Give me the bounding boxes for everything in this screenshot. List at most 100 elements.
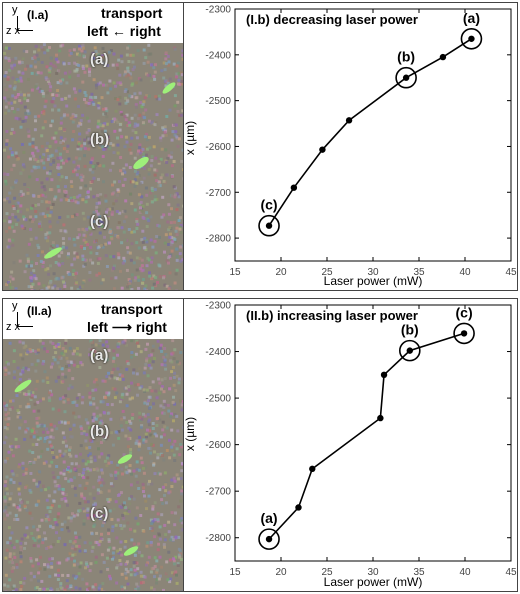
noise-speckle xyxy=(54,344,58,348)
noise-speckle xyxy=(101,379,105,383)
noise-speckle xyxy=(161,126,165,130)
noise-speckle xyxy=(82,468,86,471)
noise-speckle xyxy=(145,202,149,206)
noise-speckle xyxy=(59,152,62,156)
noise-speckle xyxy=(57,146,61,150)
noise-speckle xyxy=(30,428,34,432)
noise-speckle xyxy=(132,469,136,473)
noise-speckle xyxy=(21,370,25,374)
noise-speckle xyxy=(162,61,166,65)
noise-speckle xyxy=(135,372,139,376)
y-tick-label: -2400 xyxy=(205,347,231,358)
noise-speckle xyxy=(8,552,12,556)
noise-speckle xyxy=(85,562,89,566)
noise-speckle xyxy=(103,129,107,133)
noise-speckle xyxy=(181,53,183,57)
noise-speckle xyxy=(163,241,167,245)
noise-speckle xyxy=(57,487,61,491)
noise-speckle xyxy=(116,236,120,240)
noise-speckle xyxy=(54,65,58,69)
noise-speckle xyxy=(120,506,124,509)
noise-speckle xyxy=(165,115,169,118)
data-point xyxy=(290,184,298,191)
noise-speckle xyxy=(71,272,75,276)
noise-speckle xyxy=(91,343,94,347)
noise-speckle xyxy=(175,72,179,76)
noise-speckle xyxy=(21,168,25,172)
noise-speckle xyxy=(56,81,60,85)
noise-speckle xyxy=(86,195,90,199)
noise-speckle xyxy=(177,78,181,82)
noise-speckle xyxy=(176,429,180,433)
noise-speckle xyxy=(86,516,90,520)
noise-speckle xyxy=(48,46,51,50)
noise-speckle xyxy=(178,453,182,457)
data-point xyxy=(439,53,447,61)
noise-speckle xyxy=(59,582,63,586)
noise-speckle xyxy=(7,371,11,375)
noise-speckle xyxy=(66,256,70,260)
y-tick-label: -2700 xyxy=(205,188,231,199)
noise-speckle xyxy=(150,63,154,67)
noise-speckle xyxy=(77,63,81,67)
noise-speckle xyxy=(91,165,95,169)
noise-speckle xyxy=(19,549,23,553)
noise-speckle xyxy=(104,199,108,203)
noise-speckle xyxy=(130,202,134,206)
noise-speckle xyxy=(129,151,133,155)
noise-speckle xyxy=(19,541,23,545)
noise-speckle xyxy=(7,59,11,63)
noise-speckle xyxy=(24,67,28,71)
x-tick-label: 30 xyxy=(367,267,379,278)
noise-speckle xyxy=(43,370,47,374)
noise-speckle xyxy=(38,224,42,228)
noise-speckle xyxy=(84,418,88,422)
noise-speckle xyxy=(124,199,128,203)
noise-speckle xyxy=(129,142,133,146)
noise-speckle xyxy=(140,209,144,213)
noise-speckle xyxy=(88,187,92,191)
noise-speckle xyxy=(173,238,177,242)
noise-speckle xyxy=(172,453,176,457)
noise-speckle xyxy=(164,51,168,54)
noise-speckle xyxy=(151,443,155,447)
noise-speckle xyxy=(5,548,9,552)
noise-speckle xyxy=(172,559,176,563)
noise-speckle xyxy=(60,175,64,179)
noise-speckle xyxy=(51,342,55,345)
noise-speckle xyxy=(162,390,166,394)
noise-speckle xyxy=(72,269,75,273)
noise-speckle xyxy=(48,574,52,578)
noise-speckle xyxy=(147,258,151,262)
noise-speckle xyxy=(51,241,55,245)
noise-speckle xyxy=(135,181,139,185)
noise-speckle xyxy=(125,343,128,347)
transport-left: left xyxy=(87,23,108,39)
noise-speckle xyxy=(92,195,96,199)
noise-speckle xyxy=(151,189,154,192)
noise-speckle xyxy=(108,241,111,245)
noise-speckle xyxy=(158,537,162,541)
noise-speckle xyxy=(25,526,29,530)
noise-speckle xyxy=(142,486,146,490)
noise-speckle xyxy=(4,182,8,186)
noise-speckle xyxy=(71,174,75,178)
noise-speckle xyxy=(98,517,102,521)
noise-speckle xyxy=(30,532,34,535)
noise-speckle xyxy=(62,472,66,476)
noise-speckle xyxy=(77,142,81,146)
noise-speckle xyxy=(21,71,25,75)
noise-speckle xyxy=(110,212,114,216)
image-marker-b: (b) xyxy=(90,423,110,440)
noise-speckle xyxy=(164,173,168,177)
noise-speckle xyxy=(132,564,136,568)
noise-speckle xyxy=(7,97,11,101)
noise-speckle xyxy=(3,83,7,87)
noise-speckle xyxy=(29,571,33,575)
noise-speckle xyxy=(154,156,158,160)
noise-speckle xyxy=(23,182,27,186)
noise-speckle xyxy=(5,475,9,479)
noise-speckle xyxy=(57,277,60,281)
noise-speckle xyxy=(81,507,85,511)
noise-speckle xyxy=(19,555,23,559)
